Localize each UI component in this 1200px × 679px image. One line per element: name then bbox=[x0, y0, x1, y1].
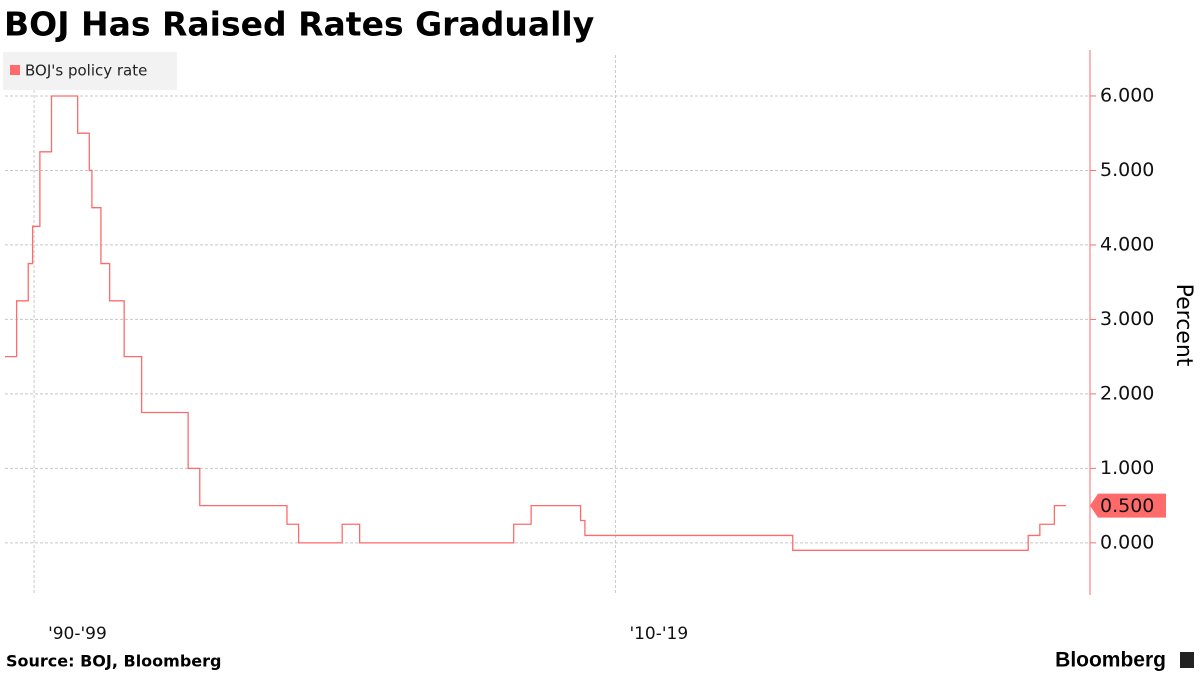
last-value-label: 0.500 bbox=[1100, 495, 1154, 517]
y-tick-label: 0.000 bbox=[1100, 531, 1154, 553]
y-tick-label: 2.000 bbox=[1100, 382, 1154, 404]
y-tick-label: 4.000 bbox=[1100, 233, 1154, 255]
legend-label: BOJ's policy rate bbox=[25, 62, 147, 80]
last-value-tag bbox=[1090, 493, 1166, 518]
y-tick-label: 3.000 bbox=[1100, 308, 1154, 330]
brand: Bloomberg bbox=[1055, 649, 1166, 672]
y-tick-label: 1.000 bbox=[1100, 457, 1154, 479]
x-tick-label: '90-'99 bbox=[48, 624, 107, 644]
y-axis-label: Percent bbox=[1171, 284, 1196, 367]
y-tick-label: 6.000 bbox=[1100, 84, 1154, 106]
y-tick-label: 5.000 bbox=[1100, 159, 1154, 181]
x-tick-label: '10-'19 bbox=[629, 624, 688, 644]
legend-swatch bbox=[10, 65, 20, 75]
legend-box bbox=[3, 52, 177, 90]
line bbox=[5, 95, 1066, 551]
source: Source: BOJ, Bloomberg bbox=[6, 652, 221, 671]
brand-icon bbox=[1180, 652, 1194, 668]
chart-title: BOJ Has Raised Rates Gradually bbox=[4, 5, 594, 44]
